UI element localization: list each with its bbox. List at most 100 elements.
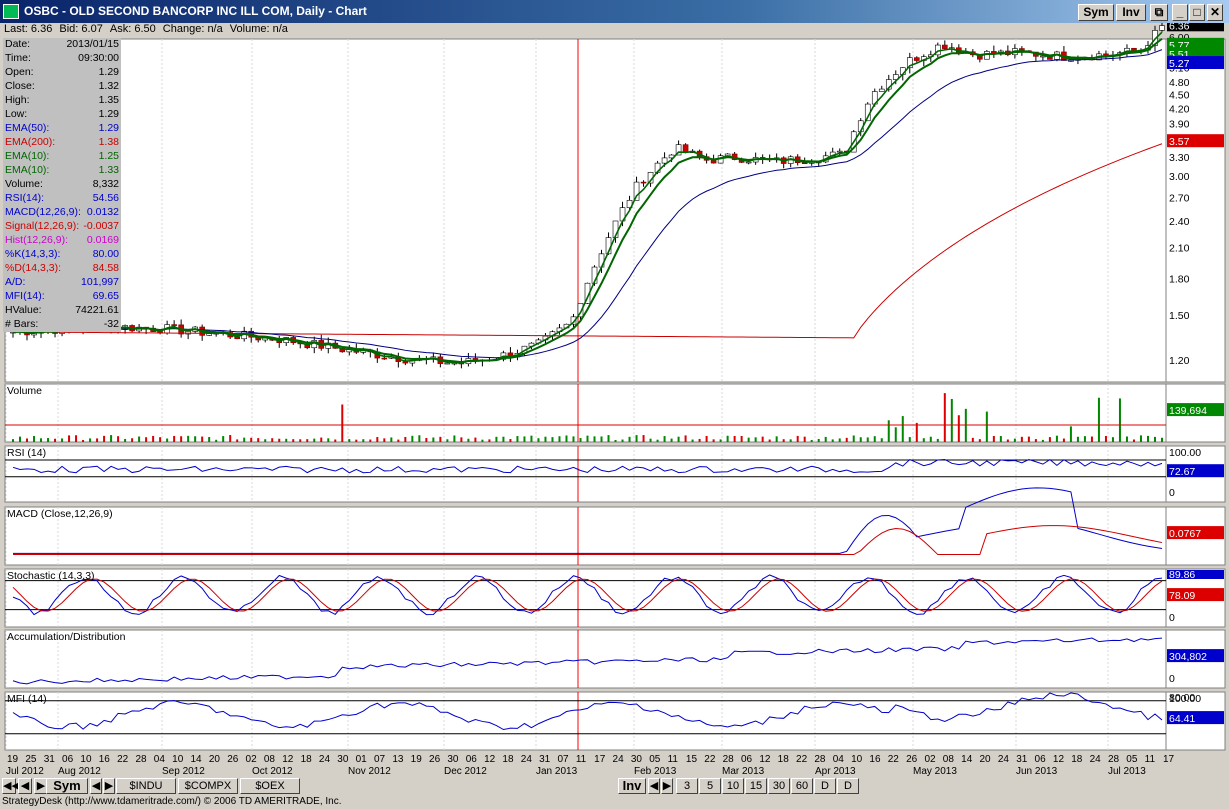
info-value: 101,997 <box>81 276 119 288</box>
date-tick: 11 <box>576 754 587 765</box>
chart-area[interactable]: 6.005.505.164.804.504.203.903.603.303.00… <box>0 23 1229 776</box>
volume-bar <box>467 439 469 442</box>
volume-bar <box>958 415 960 442</box>
sym-button[interactable]: Sym <box>1078 4 1114 21</box>
date-tick: 02 <box>246 754 258 765</box>
candle <box>746 162 751 163</box>
period-button-2[interactable]: 10 <box>722 778 744 794</box>
period-button-5[interactable]: 60 <box>791 778 813 794</box>
symbol-tab-1[interactable]: $COMPX <box>178 778 238 794</box>
period-button-7[interactable]: D <box>837 778 859 794</box>
volume-bar <box>874 436 876 442</box>
volume-bar <box>516 436 518 442</box>
volume-bar <box>145 437 147 442</box>
volume-bar <box>96 438 98 442</box>
data-window: Date: 2013/01/15 Time: 09:30:00 Open: 1.29 Clo… <box>3 38 121 332</box>
volume-bar <box>40 438 42 442</box>
volume-bar <box>488 439 490 442</box>
info-value: 80.00 <box>93 248 119 260</box>
symbol-tab-0[interactable]: $INDU <box>116 778 176 794</box>
date-tick: 19 <box>7 754 19 765</box>
date-tick: 12 <box>759 754 771 765</box>
app-icon <box>3 4 19 19</box>
info-row: Signal(12,26,9): -0.0037 <box>3 220 121 234</box>
period-button-0[interactable]: 3 <box>676 778 698 794</box>
info-value: 54.56 <box>93 192 119 204</box>
panel-axis-tick: 100.00 <box>1169 447 1201 459</box>
candle <box>207 334 212 336</box>
candle <box>984 51 989 59</box>
date-tick: 16 <box>99 754 111 765</box>
inv-button[interactable]: Inv <box>1116 4 1146 21</box>
volume-bar <box>180 436 182 442</box>
info-row: EMA(10): 1.33 <box>3 164 121 178</box>
prev-button[interactable]: ◀ <box>18 778 32 794</box>
volume-bar <box>979 439 981 442</box>
volume-bar <box>264 439 266 442</box>
date-tick: 06 <box>1035 754 1047 765</box>
sym-tab[interactable]: Sym <box>46 778 88 794</box>
volume-bar <box>860 437 862 442</box>
info-row: # Bars: -32 <box>3 318 121 332</box>
date-tick: 01 <box>356 754 368 765</box>
volume-bar <box>1014 439 1016 442</box>
volume-bar <box>1098 398 1100 442</box>
date-tick: 22 <box>888 754 900 765</box>
volume-bar <box>944 393 946 442</box>
volume-bar <box>82 440 84 442</box>
panel-label: MFI (14) <box>7 693 47 705</box>
volume-bar <box>699 439 701 442</box>
date-tick: 24 <box>998 754 1010 765</box>
minimize-icon[interactable]: _ <box>1172 4 1188 21</box>
candle <box>1068 60 1073 61</box>
close-icon[interactable]: ✕ <box>1207 4 1223 21</box>
info-value: 2013/01/15 <box>66 38 119 50</box>
volume-bar <box>867 437 869 442</box>
volume-bar <box>1007 440 1009 442</box>
date-tick: 18 <box>778 754 790 765</box>
tab-prev-button[interactable]: ◀ <box>90 778 102 794</box>
info-value: 84.58 <box>93 262 119 274</box>
info-label: Date: <box>5 38 30 50</box>
period-button-6[interactable]: D <box>814 778 836 794</box>
period-button-4[interactable]: 30 <box>768 778 790 794</box>
price-axis-tick: 3.90 <box>1169 118 1190 130</box>
volume-bar <box>348 439 350 442</box>
tab-next-button[interactable]: ▶ <box>103 778 115 794</box>
month-label: Feb 2013 <box>634 766 677 776</box>
volume-bar <box>1042 440 1044 442</box>
volume-bar <box>474 438 476 442</box>
popout-icon[interactable]: ⧉ <box>1150 4 1168 21</box>
inv-next-button[interactable]: ▶ <box>661 778 673 794</box>
inv-tab[interactable]: Inv <box>618 778 646 794</box>
volume-bar <box>89 438 91 442</box>
first-page-button[interactable]: ◀◀ <box>2 778 16 794</box>
volume-bar <box>643 435 645 442</box>
volume-bar <box>937 439 939 442</box>
period-button-3[interactable]: 15 <box>745 778 767 794</box>
date-tick: 26 <box>429 754 441 765</box>
info-label: EMA(200): <box>5 136 55 148</box>
month-label: Aug 2012 <box>58 766 101 776</box>
month-label: Sep 2012 <box>162 766 205 776</box>
maximize-icon[interactable]: □ <box>1189 4 1205 21</box>
volume-bar <box>1056 436 1058 442</box>
volume-bar <box>124 439 126 442</box>
info-row: RSI(14): 54.56 <box>3 192 121 206</box>
info-row: Date: 2013/01/15 <box>3 38 121 52</box>
inv-prev-button[interactable]: ◀ <box>648 778 660 794</box>
date-tick: 24 <box>1090 754 1102 765</box>
date-tick: 31 <box>44 754 56 765</box>
volume-bar <box>720 439 722 442</box>
volume-bar <box>1147 436 1149 442</box>
symbol-tab-2[interactable]: $OEX <box>240 778 300 794</box>
panel-label: Stochastic (14,3,3) <box>7 570 95 582</box>
volume-bar <box>1021 437 1023 442</box>
volume-bar <box>103 436 105 442</box>
volume-bar <box>685 435 687 442</box>
date-tick: 20 <box>209 754 221 765</box>
volume-bar <box>313 439 315 442</box>
period-button-1[interactable]: 5 <box>699 778 721 794</box>
date-tick: 19 <box>411 754 423 765</box>
date-tick: 02 <box>924 754 936 765</box>
